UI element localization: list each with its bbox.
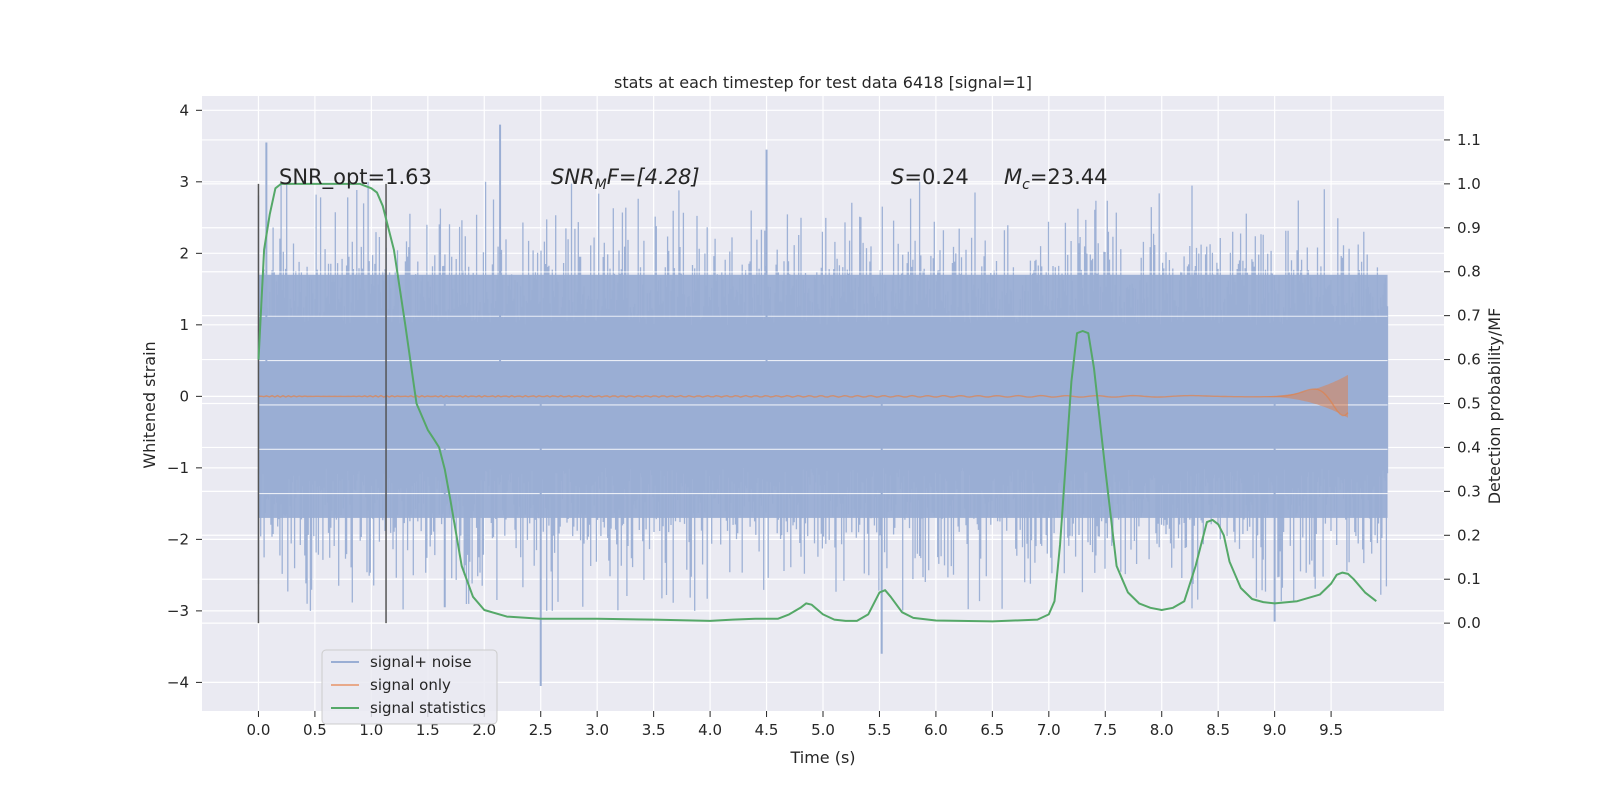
x-tick-label: 3.5 xyxy=(642,721,666,739)
annotation-snr-mf-prefix: SNR xyxy=(551,165,595,189)
signal-statistics-line xyxy=(257,182,1377,623)
x-tick-label: 5.0 xyxy=(811,721,835,739)
x-tick-label: 0.5 xyxy=(303,721,327,739)
x-axis-label: Time (s) xyxy=(789,748,855,767)
y-right-tick-label: 0.9 xyxy=(1457,219,1481,237)
y-right-tick-label: 0.4 xyxy=(1457,438,1481,456)
x-tick-label: 8.5 xyxy=(1206,721,1230,739)
x-tick-label: 1.0 xyxy=(359,721,383,739)
x-tick-label: 9.5 xyxy=(1319,721,1343,739)
y-right-tick-label: 0.0 xyxy=(1457,614,1481,632)
signal-only-line xyxy=(258,388,1349,417)
y-left-tick-label: −4 xyxy=(167,673,189,691)
legend-box xyxy=(321,649,498,725)
annotation-snr-mf-suffix: F=[4.28] xyxy=(607,165,700,189)
x-tick-label: 4.0 xyxy=(698,721,722,739)
vertical-markers xyxy=(257,183,387,624)
annotation-snr-mf-sub: M xyxy=(595,177,607,193)
y-right-tick-label: 0.8 xyxy=(1457,263,1481,281)
y-left-tick-label: 0 xyxy=(179,387,189,405)
x-tick-label: 7.0 xyxy=(1037,721,1061,739)
x-tick-label: 6.0 xyxy=(924,721,948,739)
y-right-tick-label: 1.1 xyxy=(1457,131,1481,149)
annotation-mc-sub: c xyxy=(1022,177,1030,193)
annotation-s-var: S xyxy=(891,165,904,189)
y-right-tick-label: 0.7 xyxy=(1457,307,1481,325)
x-tick-label: 3.0 xyxy=(585,721,609,739)
x-tick-label: 0.0 xyxy=(247,721,271,739)
y-axis-left-label: Whitened strain xyxy=(140,341,159,468)
y-right-tick-label: 0.3 xyxy=(1457,482,1481,500)
legend-label-signal-statistics: signal statistics xyxy=(370,699,486,717)
y-axis-right-label: Detection probability/MF xyxy=(1485,308,1504,505)
signal-chirp xyxy=(1252,374,1348,418)
y-left-tick-label: −3 xyxy=(167,602,189,620)
x-tick-label: 2.0 xyxy=(472,721,496,739)
legend-label-signal-noise: signal+ noise xyxy=(370,653,472,671)
annotation-mc-value: =23.44 xyxy=(1030,165,1108,189)
y-right-tick-label: 0.5 xyxy=(1457,395,1481,413)
chart-title: stats at each timestep for test data 641… xyxy=(614,73,1032,92)
y-left-tick-label: 3 xyxy=(179,173,189,191)
y-left-tick-label: 2 xyxy=(179,244,189,262)
annotation-mc-var: M xyxy=(1004,165,1022,189)
y-left-tick-label: −2 xyxy=(167,530,189,548)
legend-label-signal-only: signal only xyxy=(370,676,451,694)
x-tick-label: 5.5 xyxy=(868,721,892,739)
y-right-tick-label: 0.6 xyxy=(1457,351,1481,369)
annotation-mc: Mc=23.44 xyxy=(1004,165,1108,193)
y-right-tick-label: 0.2 xyxy=(1457,526,1481,544)
x-tick-label: 4.5 xyxy=(755,721,779,739)
x-tick-label: 1.5 xyxy=(416,721,440,739)
x-tick-label: 2.5 xyxy=(529,721,553,739)
axes: 0.0 0.5 1.0 1.5 2.0 2.5 3.0 3.5 4.0 4.5 5.0 5.5 6.0 6… xyxy=(167,101,1481,739)
x-tick-label: 6.5 xyxy=(980,721,1004,739)
x-tick-label: 9.0 xyxy=(1263,721,1287,739)
y-left-tick-label: −1 xyxy=(167,459,189,477)
y-left-tick-label: 1 xyxy=(179,316,189,334)
annotation-s-value: =0.24 xyxy=(904,165,968,189)
y-left-tick-label: 4 xyxy=(179,101,189,119)
x-tick-label: 7.5 xyxy=(1093,721,1117,739)
y-right-tick-label: 1.0 xyxy=(1457,175,1481,193)
y-right-tick-label: 0.1 xyxy=(1457,570,1481,588)
series-signal-only xyxy=(258,374,1349,418)
annotation-s: S=0.24 xyxy=(891,165,969,189)
annotation-snr-opt: SNR_opt=1.63 xyxy=(279,165,432,190)
annotation-snr-mf: SNRMF=[4.28] xyxy=(551,165,700,193)
series-signal-statistics xyxy=(257,182,1377,623)
x-tick-label: 8.0 xyxy=(1150,721,1174,739)
legend: signal+ noise signal only signal statist… xyxy=(321,649,498,725)
